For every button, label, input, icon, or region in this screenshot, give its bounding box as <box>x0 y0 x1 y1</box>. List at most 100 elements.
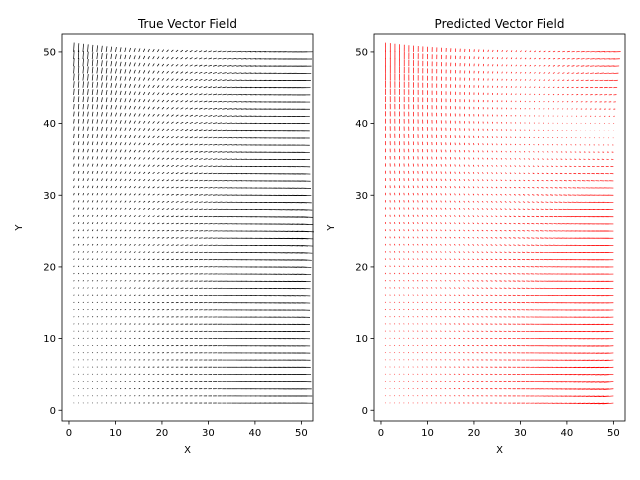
vector-arrow <box>87 222 89 225</box>
vector-arrow <box>157 121 160 124</box>
vector-arrow <box>105 149 108 153</box>
vector-arrow <box>119 61 122 67</box>
vector-arrow <box>133 113 136 117</box>
vector-arrow <box>557 72 560 74</box>
vector-arrow <box>105 272 108 275</box>
vector-arrow <box>96 96 99 103</box>
vector-arrow <box>476 273 479 275</box>
vector-arrow <box>463 171 465 174</box>
vector-arrow <box>491 165 493 167</box>
vector-arrow <box>110 301 113 304</box>
vector-arrow <box>91 207 94 210</box>
vector-arrow <box>515 79 517 81</box>
vector-arrow <box>398 265 400 268</box>
vector-arrow <box>73 133 75 138</box>
vector-arrow <box>426 222 428 225</box>
vector-arrow <box>552 65 556 67</box>
vector-arrow <box>421 294 424 296</box>
vector-arrow <box>496 143 498 146</box>
vector-arrow <box>138 287 141 289</box>
vector-arrow <box>96 316 98 318</box>
vector-arrow <box>105 251 108 253</box>
vector-arrow <box>440 229 442 232</box>
vector-arrow <box>236 72 242 74</box>
vector-arrow <box>503 258 507 261</box>
vector-arrow <box>467 244 470 246</box>
vector-arrow <box>147 48 150 53</box>
vector-arrow <box>161 222 165 225</box>
vector-arrow <box>533 136 535 139</box>
vector-arrow <box>389 344 391 346</box>
vector-arrow <box>398 330 400 332</box>
vector-arrow <box>138 120 141 124</box>
vector-arrow <box>143 106 146 110</box>
vector-arrow <box>519 165 521 167</box>
vector-arrow <box>504 179 507 182</box>
vector-arrow <box>161 200 165 203</box>
vector-arrow <box>412 258 414 260</box>
vector-arrow <box>170 78 174 81</box>
vector-arrow <box>175 165 179 167</box>
vector-arrow <box>571 50 575 53</box>
vector-arrow <box>522 201 526 203</box>
vector-arrow <box>189 215 194 218</box>
vector-arrow <box>161 99 165 103</box>
vector-arrow <box>133 62 136 67</box>
vector-arrow <box>143 200 146 203</box>
vector-arrow <box>513 201 516 203</box>
vector-arrow <box>87 89 89 95</box>
vector-arrow <box>515 71 517 74</box>
vector-arrow <box>203 158 208 160</box>
vector-arrow <box>458 323 461 325</box>
vector-arrow <box>105 294 108 296</box>
vector-arrow <box>301 252 313 254</box>
vector-arrow <box>115 141 117 146</box>
vector-arrow <box>87 178 89 182</box>
vector-arrow <box>407 251 410 253</box>
vector-arrow <box>481 280 484 282</box>
vector-arrow <box>444 323 447 325</box>
vector-arrow <box>394 287 396 289</box>
vector-arrow <box>435 214 438 217</box>
vector-arrow <box>528 165 530 167</box>
vector-arrow <box>171 150 174 153</box>
vector-arrow <box>194 158 198 160</box>
vector-arrow <box>208 129 213 132</box>
vector-arrow <box>91 178 94 182</box>
vector-arrow <box>477 164 479 167</box>
vector-arrow <box>485 258 489 261</box>
vector-arrow <box>426 214 428 217</box>
vector-arrow <box>226 93 232 96</box>
vector-arrow <box>389 352 391 354</box>
vector-arrow <box>199 165 203 167</box>
vector-arrow <box>486 215 489 218</box>
vector-arrow <box>403 243 405 246</box>
vector-arrow <box>537 158 540 160</box>
vector-arrow <box>185 165 189 167</box>
vector-arrow <box>101 330 103 332</box>
vector-arrow <box>143 171 146 174</box>
vector-arrow <box>82 294 84 296</box>
vector-arrow <box>157 294 160 296</box>
vector-arrow <box>458 244 461 246</box>
vector-arrow <box>133 149 136 153</box>
vector-arrow <box>157 150 160 153</box>
vector-arrow <box>189 57 193 60</box>
vector-arrow <box>77 43 80 52</box>
vector-arrow <box>105 308 108 311</box>
vector-arrow <box>407 352 410 354</box>
vector-arrow <box>513 244 516 246</box>
vector-arrow <box>73 294 75 296</box>
vector-arrow <box>105 316 108 318</box>
vector-arrow <box>444 287 447 289</box>
vector-arrow <box>453 323 456 325</box>
vector-arrow <box>124 287 127 289</box>
vector-arrow <box>189 100 193 103</box>
vector-arrow <box>449 316 451 318</box>
vector-arrow <box>394 301 396 303</box>
vector-arrow <box>524 57 527 60</box>
vector-arrow <box>222 65 227 67</box>
vector-arrow <box>166 63 169 67</box>
vector-arrow <box>566 137 568 139</box>
vector-arrow <box>105 236 108 239</box>
